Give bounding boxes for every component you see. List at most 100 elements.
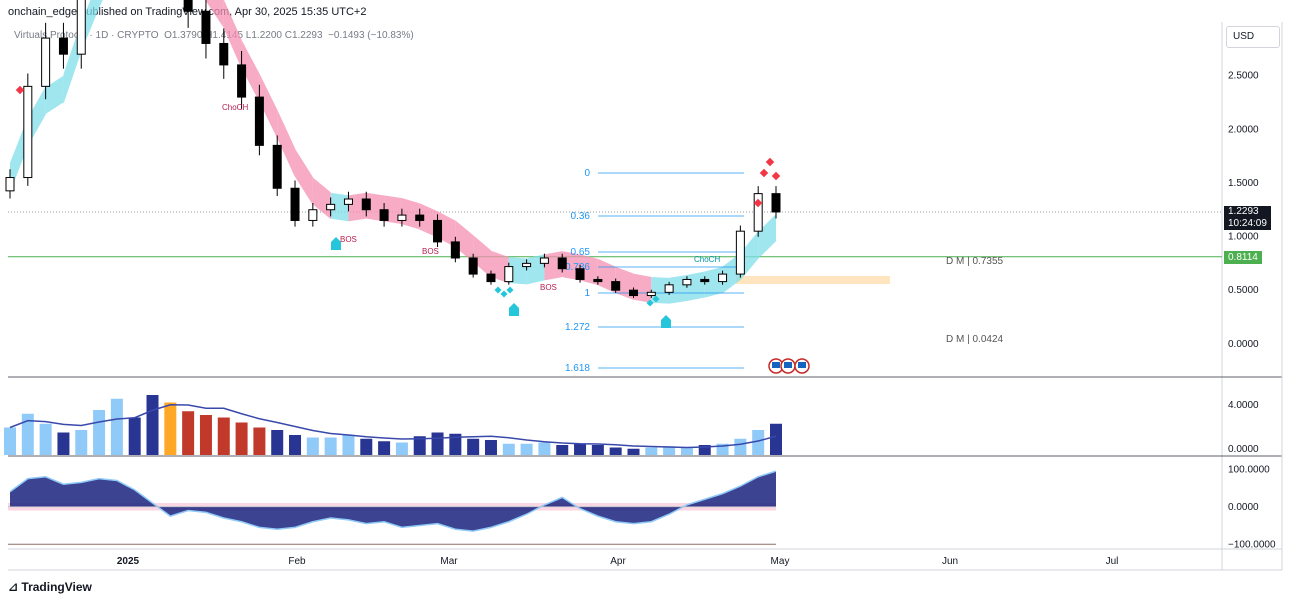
horizontal-levels <box>8 211 1222 258</box>
candle-body <box>450 241 460 259</box>
tradingview-logo-icon: ⊿ <box>8 580 19 594</box>
structure-label: BOS <box>340 235 357 244</box>
buy-arrow-icon <box>661 315 671 328</box>
oscillator-line <box>9 470 777 532</box>
volume-bar <box>395 442 408 455</box>
candle-body <box>76 0 86 55</box>
structure-label: BOS <box>540 283 557 292</box>
tradingview-logo-text: TradingView <box>21 580 92 594</box>
price-tick: 1.0000 <box>1228 232 1259 243</box>
buy-signal <box>494 286 502 294</box>
change-value: −0.1493 (−10.83%) <box>328 30 414 41</box>
volume-bar <box>39 423 52 455</box>
candle-body <box>183 0 193 12</box>
candle-body <box>646 291 656 297</box>
time-label: Jun <box>942 556 958 567</box>
volume-bar <box>146 395 159 455</box>
volume-bar <box>680 447 693 455</box>
candle-body <box>41 37 51 87</box>
candle-body <box>771 193 781 213</box>
event-flag-icon <box>772 362 780 368</box>
candle-body <box>219 42 229 66</box>
buy-signal <box>646 299 654 307</box>
candle-body <box>254 96 264 146</box>
candle-body <box>593 278 603 283</box>
candle-body <box>326 203 336 211</box>
sell-signal <box>759 168 769 178</box>
countdown-value: 10:24:09 <box>1228 217 1267 229</box>
candle-body <box>290 187 300 221</box>
demand-zone <box>736 276 890 284</box>
fib-label: 1.618 <box>565 363 590 374</box>
candle-body <box>664 284 674 293</box>
volume-tick: 4.0000 <box>1228 400 1259 411</box>
candles <box>5 0 781 298</box>
cloud-segment <box>259 73 278 139</box>
cloud-segment <box>295 148 313 205</box>
cloud-segment <box>686 271 705 302</box>
cloud-segment <box>633 273 652 303</box>
time-label: Jul <box>1106 556 1119 567</box>
volume-bar <box>21 413 34 455</box>
volume-bar <box>324 437 337 455</box>
volume-bar <box>235 422 248 455</box>
volume-bar <box>110 398 123 455</box>
volume-bar <box>289 435 302 455</box>
candle-body <box>58 37 68 55</box>
volume-bar <box>342 435 355 455</box>
price-tick: 2.5000 <box>1228 71 1259 82</box>
candle-body <box>557 257 567 270</box>
tradingview-logo[interactable]: ⊿ TradingView <box>8 580 92 594</box>
time-axis: 2025 Feb Mar Apr May Jun Jul <box>117 556 1119 567</box>
cloud-segment <box>205 0 224 28</box>
candle-body <box>718 273 728 283</box>
volume-bar <box>645 447 658 455</box>
candle-body <box>504 266 514 283</box>
volume-bar <box>360 438 373 455</box>
candle-body <box>682 278 692 286</box>
last-price-tag: 1.2293 10:24:09 <box>1224 205 1271 230</box>
candle-body <box>308 209 318 221</box>
cloud-segment <box>241 39 260 102</box>
price-tick: 2.0000 <box>1228 124 1259 135</box>
volume-pane <box>4 395 782 455</box>
price-tick: 0.5000 <box>1228 285 1259 296</box>
candle-body <box>397 214 407 221</box>
candle-body <box>237 64 247 98</box>
volume-bar <box>217 417 230 455</box>
ohlc-values: O1.3790 H1.4145 L1.2200 C1.2293 <box>164 30 323 41</box>
demand-zone-box <box>736 276 890 284</box>
sell-signal <box>15 85 25 95</box>
volume-bar <box>609 447 622 455</box>
chart-frame <box>8 22 1283 571</box>
volume-bar <box>253 427 266 455</box>
candle-body <box>522 262 532 268</box>
volume-bar <box>538 442 551 455</box>
volume-bar <box>57 432 70 455</box>
volume-bar <box>4 427 16 455</box>
event-icons <box>768 358 810 374</box>
candle-body <box>343 198 353 205</box>
price-tick: 1.5000 <box>1228 178 1259 189</box>
price-tick: 0.0000 <box>1228 339 1259 350</box>
candle-body <box>700 278 710 283</box>
cloud-segment <box>455 220 474 263</box>
dm-label-top: D M | 0.7355 <box>946 256 1004 267</box>
candle-body <box>486 273 496 283</box>
currency-button[interactable]: USD <box>1226 26 1280 48</box>
oscillator-tick: −100.0000 <box>1228 539 1276 550</box>
candle-body <box>468 257 478 275</box>
fib-label: 0.65 <box>571 247 591 258</box>
fib-label: 0.36 <box>571 211 591 222</box>
buy-arrow-icon <box>331 237 341 250</box>
volume-bar <box>164 402 177 455</box>
volume-bar <box>556 445 569 455</box>
volume-bar <box>449 433 462 455</box>
volume-bar <box>75 430 88 455</box>
structure-annotations: ChoCH BOS BOS BOS ChoCH D M | 0.7355 D M | 0.0… <box>222 103 1004 345</box>
signals <box>15 85 781 328</box>
volume-bar <box>431 432 444 455</box>
structure-label: ChoCH <box>694 255 720 264</box>
volume-bar <box>663 446 676 455</box>
